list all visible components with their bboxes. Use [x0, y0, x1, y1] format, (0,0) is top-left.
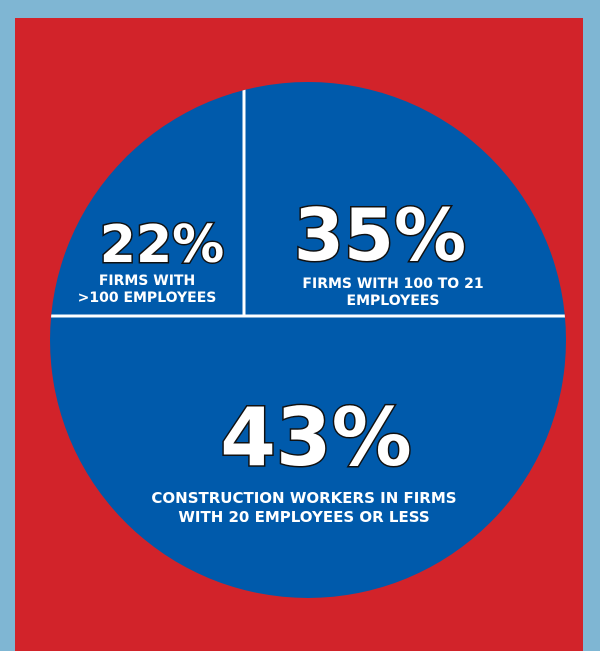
slice-percent-35: 35%	[294, 193, 466, 277]
slice-percent-43: 43%	[220, 391, 411, 484]
slice-percent-22: 22%	[100, 215, 224, 275]
slice-label-43-line1: CONSTRUCTION WORKERS IN FIRMS	[151, 489, 456, 507]
slice-label-35-line2: EMPLOYEES	[347, 293, 440, 309]
slice-label-43-line2: WITH 20 EMPLOYEES OR LESS	[178, 508, 429, 526]
slice-label-22-line1: FIRMS WITH	[99, 273, 195, 289]
slice-label-22-line2: >100 EMPLOYEES	[78, 290, 217, 306]
pie-disc	[50, 82, 566, 598]
slice-firms-100-to-21: 35% FIRMS WITH 100 TO 21 EMPLOYEES	[292, 192, 483, 310]
slice-firms-20-or-less: 43% CONSTRUCTION WORKERS IN FIRMS WITH 2…	[151, 390, 456, 527]
slice-label-35-line1: FIRMS WITH 100 TO 21	[302, 276, 483, 292]
slice-firms-over-100: 22% FIRMS WITH >100 EMPLOYEES	[78, 214, 226, 307]
